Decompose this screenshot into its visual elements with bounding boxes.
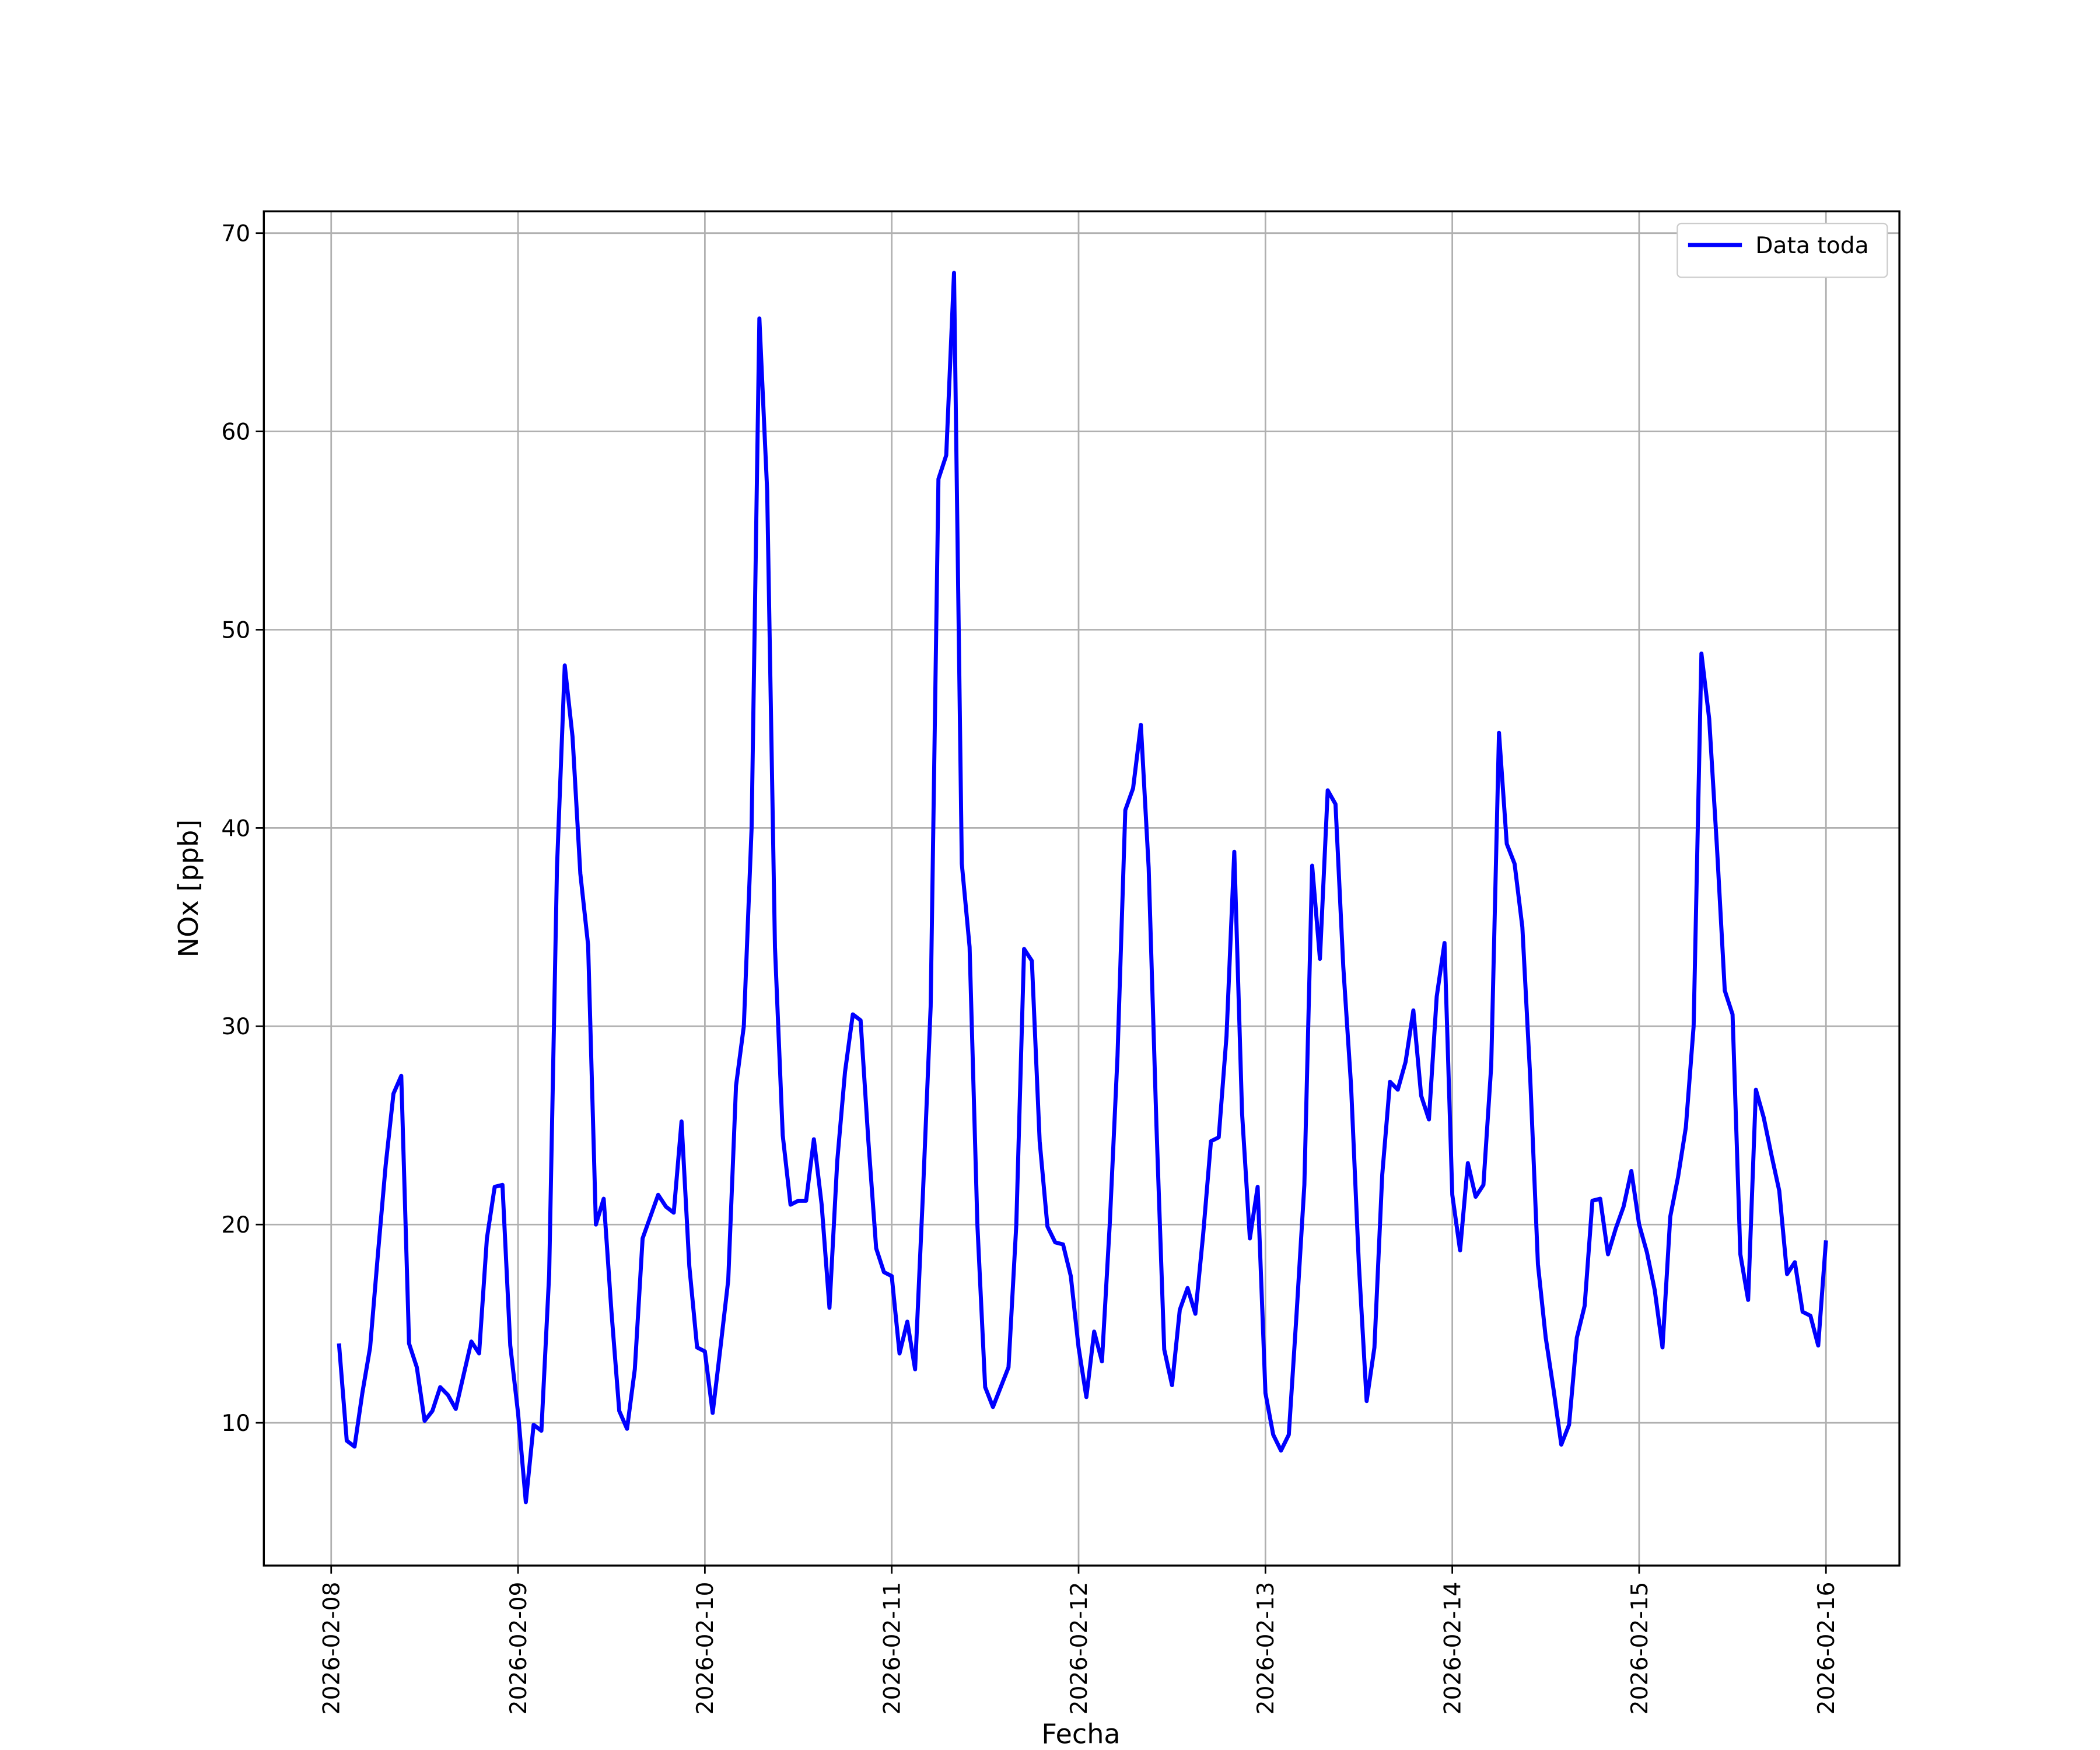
x-tick-label: 2026-02-10 <box>692 1582 719 1715</box>
x-tick-label: 2026-02-13 <box>1253 1582 1279 1715</box>
y-tick-label: 20 <box>221 1212 250 1238</box>
x-tick-label: 2026-02-16 <box>1814 1582 1840 1715</box>
legend-box <box>1676 222 1888 278</box>
x-tick-label: 2026-02-14 <box>1440 1582 1466 1715</box>
x-axis-label: Fecha <box>1041 1718 1120 1749</box>
plot-frame <box>262 210 1901 1567</box>
y-tick-label: 10 <box>221 1410 250 1437</box>
y-tick-label: 50 <box>221 617 250 643</box>
y-tick-label: 70 <box>221 221 250 247</box>
legend-label: Data toda <box>1755 233 1868 259</box>
x-tick-label: 2026-02-12 <box>1066 1582 1093 1715</box>
data-line <box>337 271 1828 1504</box>
x-tick-label: 2026-02-11 <box>880 1582 906 1715</box>
x-tick-label: 2026-02-08 <box>319 1582 345 1715</box>
x-tick-label: 2026-02-15 <box>1627 1582 1653 1715</box>
y-tick-label: 60 <box>221 419 250 445</box>
y-tick-label: 30 <box>221 1014 250 1040</box>
y-axis-label: NOx [ppb] <box>173 820 204 958</box>
y-tick-label: 40 <box>221 816 250 842</box>
x-tick-label: 2026-02-09 <box>506 1582 532 1715</box>
